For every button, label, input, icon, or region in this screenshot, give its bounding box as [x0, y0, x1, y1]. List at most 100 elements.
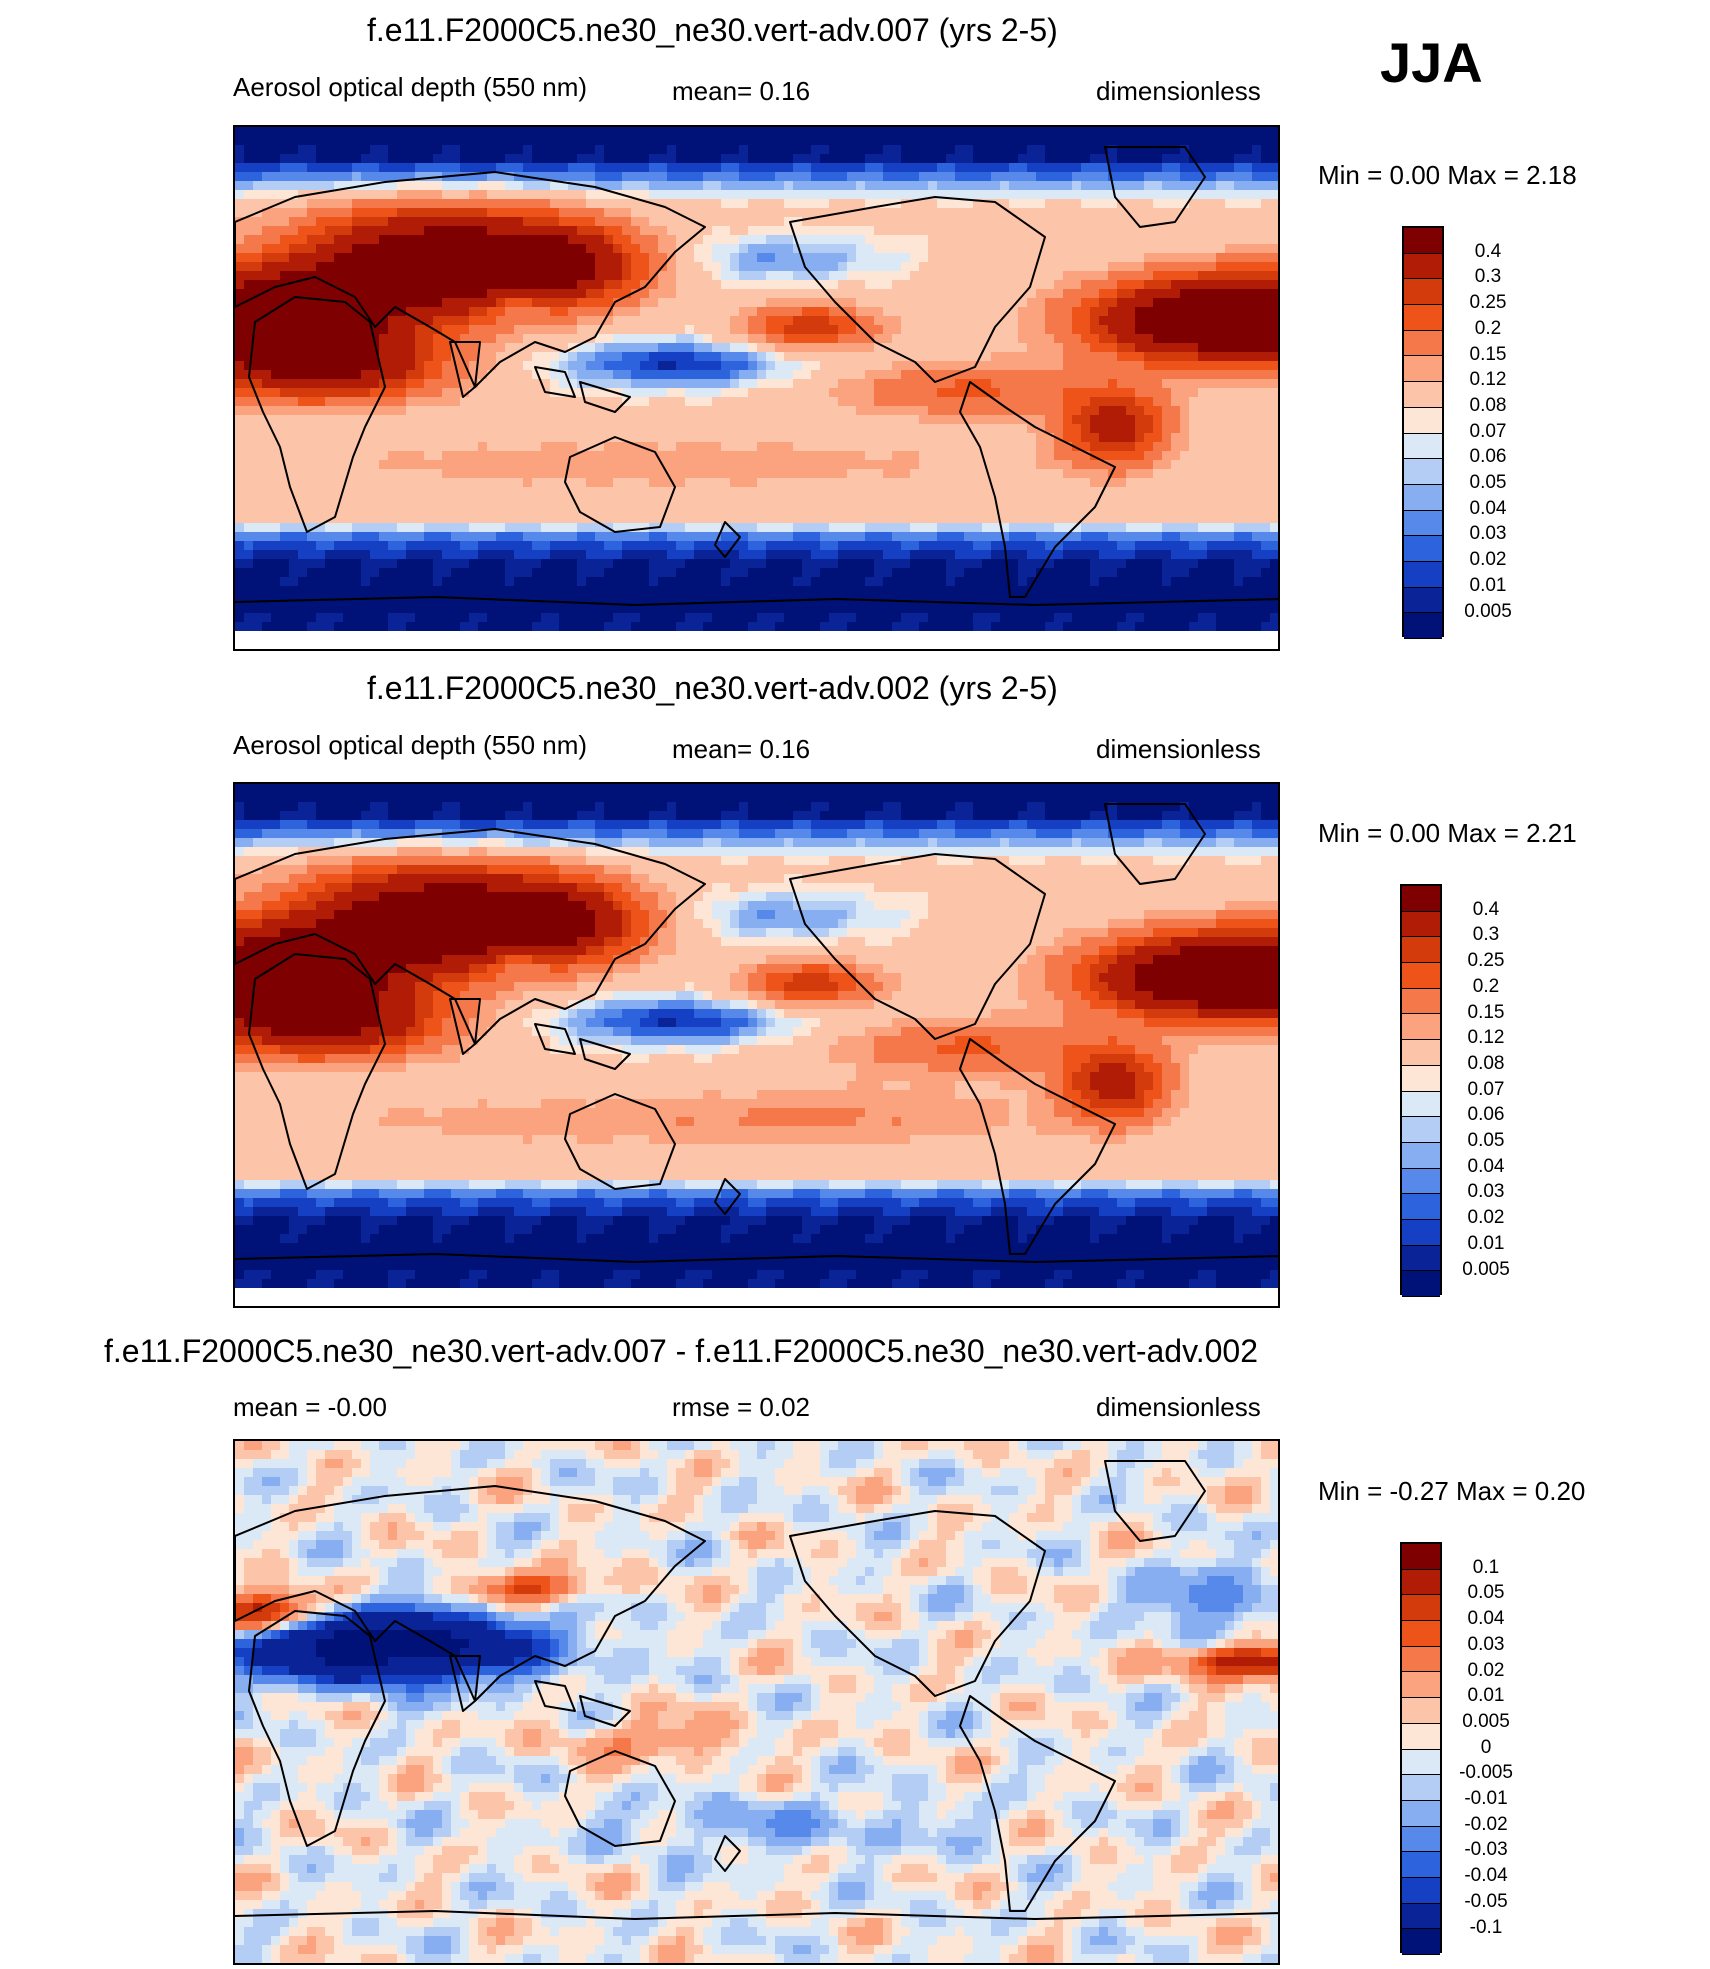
- field-cell: [532, 406, 542, 416]
- field-cell: [964, 262, 974, 272]
- field-cell: [1225, 343, 1235, 353]
- field-cell: [847, 478, 857, 488]
- field-cell: [802, 307, 812, 317]
- field-cell: [505, 208, 515, 218]
- field-cell: [676, 199, 686, 209]
- field-cell: [1000, 226, 1010, 236]
- field-cell: [586, 199, 596, 209]
- field-cell: [784, 316, 794, 326]
- field-cell: [1009, 145, 1019, 155]
- field-cell: [982, 235, 992, 245]
- field-cell: [406, 361, 416, 371]
- field-cell: [982, 307, 992, 317]
- field-cell: [415, 298, 425, 308]
- field-cell: [901, 262, 911, 272]
- field-cell: [1108, 496, 1118, 506]
- field-cell: [973, 262, 983, 272]
- field-cell: [1279, 334, 1280, 344]
- field-cell: [1234, 253, 1244, 263]
- field-cell: [748, 451, 758, 461]
- field-cell: [406, 289, 416, 299]
- field-cell: [784, 496, 794, 506]
- field-cell: [640, 163, 650, 173]
- field-cell: [613, 370, 623, 380]
- field-cell: [343, 271, 353, 281]
- field-cell: [883, 127, 893, 137]
- field-cell: [352, 388, 362, 398]
- field-cell: [442, 199, 452, 209]
- field-cell: [271, 262, 281, 272]
- field-cell: [658, 397, 668, 407]
- field-cell: [739, 343, 749, 353]
- field-cell: [910, 433, 920, 443]
- field-cell: [280, 343, 290, 353]
- field-cell: [640, 226, 650, 236]
- field-cell: [955, 415, 965, 425]
- field-cell: [622, 163, 632, 173]
- field-cell: [892, 289, 902, 299]
- field-cell: [631, 424, 641, 434]
- field-cell: [352, 172, 362, 182]
- field-cell: [550, 352, 560, 362]
- field-cell: [442, 460, 452, 470]
- field-cell: [784, 226, 794, 236]
- field-cell: [838, 316, 848, 326]
- field-cell: [784, 172, 794, 182]
- field-cell: [541, 226, 551, 236]
- field-cell: [235, 289, 245, 299]
- field-cell: [1225, 307, 1235, 317]
- field-cell: [739, 460, 749, 470]
- field-cell: [1054, 478, 1064, 488]
- field-cell: [757, 280, 767, 290]
- field-cell: [1243, 289, 1253, 299]
- field-cell: [1144, 469, 1154, 479]
- field-cell: [586, 505, 596, 515]
- field-cell: [694, 487, 704, 497]
- field-cell: [712, 424, 722, 434]
- field-cell: [631, 280, 641, 290]
- field-cell: [739, 316, 749, 326]
- field-cell: [847, 226, 857, 236]
- field-cell: [1090, 469, 1100, 479]
- field-cell: [253, 442, 263, 452]
- field-cell: [748, 478, 758, 488]
- field-cell: [514, 505, 524, 515]
- field-cell: [577, 442, 587, 452]
- field-cell: [1135, 217, 1145, 227]
- field-cell: [280, 235, 290, 245]
- field-cell: [667, 190, 677, 200]
- field-cell: [262, 181, 272, 191]
- field-cell: [1099, 253, 1109, 263]
- field-cell: [604, 451, 614, 461]
- field-cell: [748, 253, 758, 263]
- field-cell: [478, 172, 488, 182]
- field-cell: [919, 136, 929, 146]
- field-cell: [919, 334, 929, 344]
- field-cell: [1027, 199, 1037, 209]
- field-cell: [883, 136, 893, 146]
- field-cell: [865, 298, 875, 308]
- field-cell: [910, 478, 920, 488]
- field-cell: [928, 307, 938, 317]
- field-cell: [856, 415, 866, 425]
- field-cell: [1099, 379, 1109, 389]
- field-cell: [838, 370, 848, 380]
- field-cell: [442, 307, 452, 317]
- field-cell: [568, 307, 578, 317]
- field-cell: [721, 298, 731, 308]
- field-cell: [703, 406, 713, 416]
- field-cell: [361, 325, 371, 335]
- field-cell: [658, 406, 668, 416]
- field-cell: [874, 379, 884, 389]
- field-cell: [262, 271, 272, 281]
- field-cell: [874, 208, 884, 218]
- field-cell: [685, 406, 695, 416]
- field-cell: [532, 208, 542, 218]
- field-cell: [280, 181, 290, 191]
- field-cell: [550, 226, 560, 236]
- field-cell: [901, 505, 911, 515]
- field-cell: [1108, 487, 1118, 497]
- field-cell: [550, 217, 560, 227]
- field-cell: [964, 226, 974, 236]
- field-cell: [577, 235, 587, 245]
